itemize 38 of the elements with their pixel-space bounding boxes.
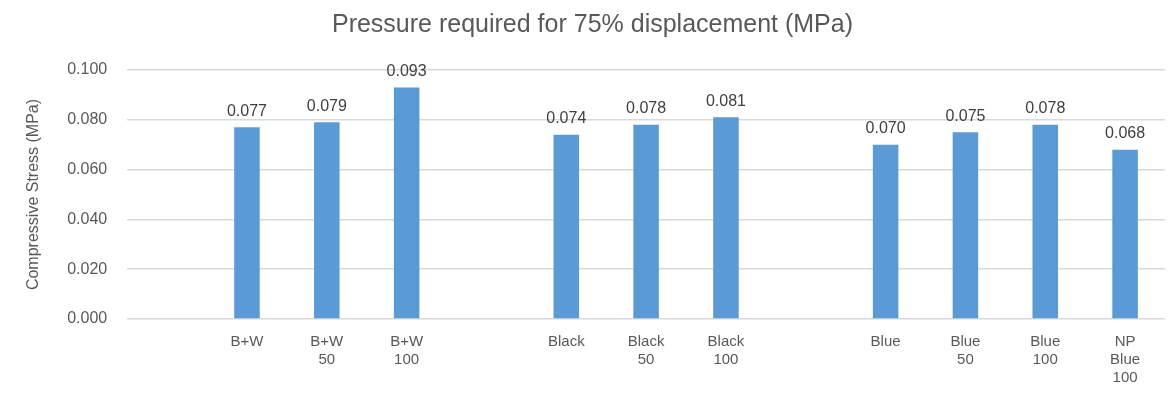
x-tick-label: Blue 100 — [1030, 332, 1061, 368]
y-axis-title: Compressive Stress (MPa) — [24, 98, 42, 291]
data-label: 0.078 — [626, 99, 667, 117]
x-tick-label: Black 50 — [627, 332, 665, 368]
y-tick-label: 0.040 — [67, 209, 108, 227]
x-tick-label: Blue — [870, 332, 901, 350]
y-tick-label: 0.080 — [67, 110, 108, 128]
data-label: 0.077 — [226, 101, 268, 119]
bar — [1112, 149, 1138, 319]
x-tick-label: NP Blue 100 — [1110, 332, 1141, 386]
data-label: 0.070 — [865, 119, 906, 137]
x-tick-label: B+W 50 — [310, 332, 345, 368]
x-tick-label: B+W 100 — [390, 332, 424, 368]
x-tick-label: Blue 50 — [950, 332, 981, 368]
y-tick-label: 0.000 — [67, 309, 108, 327]
y-tick-label: 0.100 — [67, 60, 108, 78]
data-label: 0.075 — [945, 106, 986, 124]
chart-title: Pressure required for 75% displacement (MPa) — [331, 8, 854, 37]
data-label: 0.074 — [546, 109, 587, 127]
data-label: 0.081 — [705, 91, 747, 109]
data-label: 0.093 — [386, 61, 427, 79]
bar — [393, 87, 420, 319]
x-tick-label: Black 100 — [707, 332, 745, 368]
bar — [553, 134, 580, 319]
x-tick-label: B+W — [230, 332, 265, 350]
bar — [872, 144, 899, 319]
bar — [234, 127, 260, 319]
y-tick-label: 0.060 — [67, 160, 108, 178]
data-label: 0.079 — [306, 96, 347, 114]
bar — [713, 117, 739, 319]
x-tick-label: Black — [547, 332, 586, 350]
bar — [633, 124, 659, 319]
bar — [314, 122, 340, 319]
y-tick-label: 0.020 — [67, 259, 108, 277]
bar — [952, 132, 979, 319]
bar — [1032, 124, 1059, 319]
data-label: 0.078 — [1025, 99, 1066, 117]
data-label: 0.068 — [1105, 124, 1146, 142]
